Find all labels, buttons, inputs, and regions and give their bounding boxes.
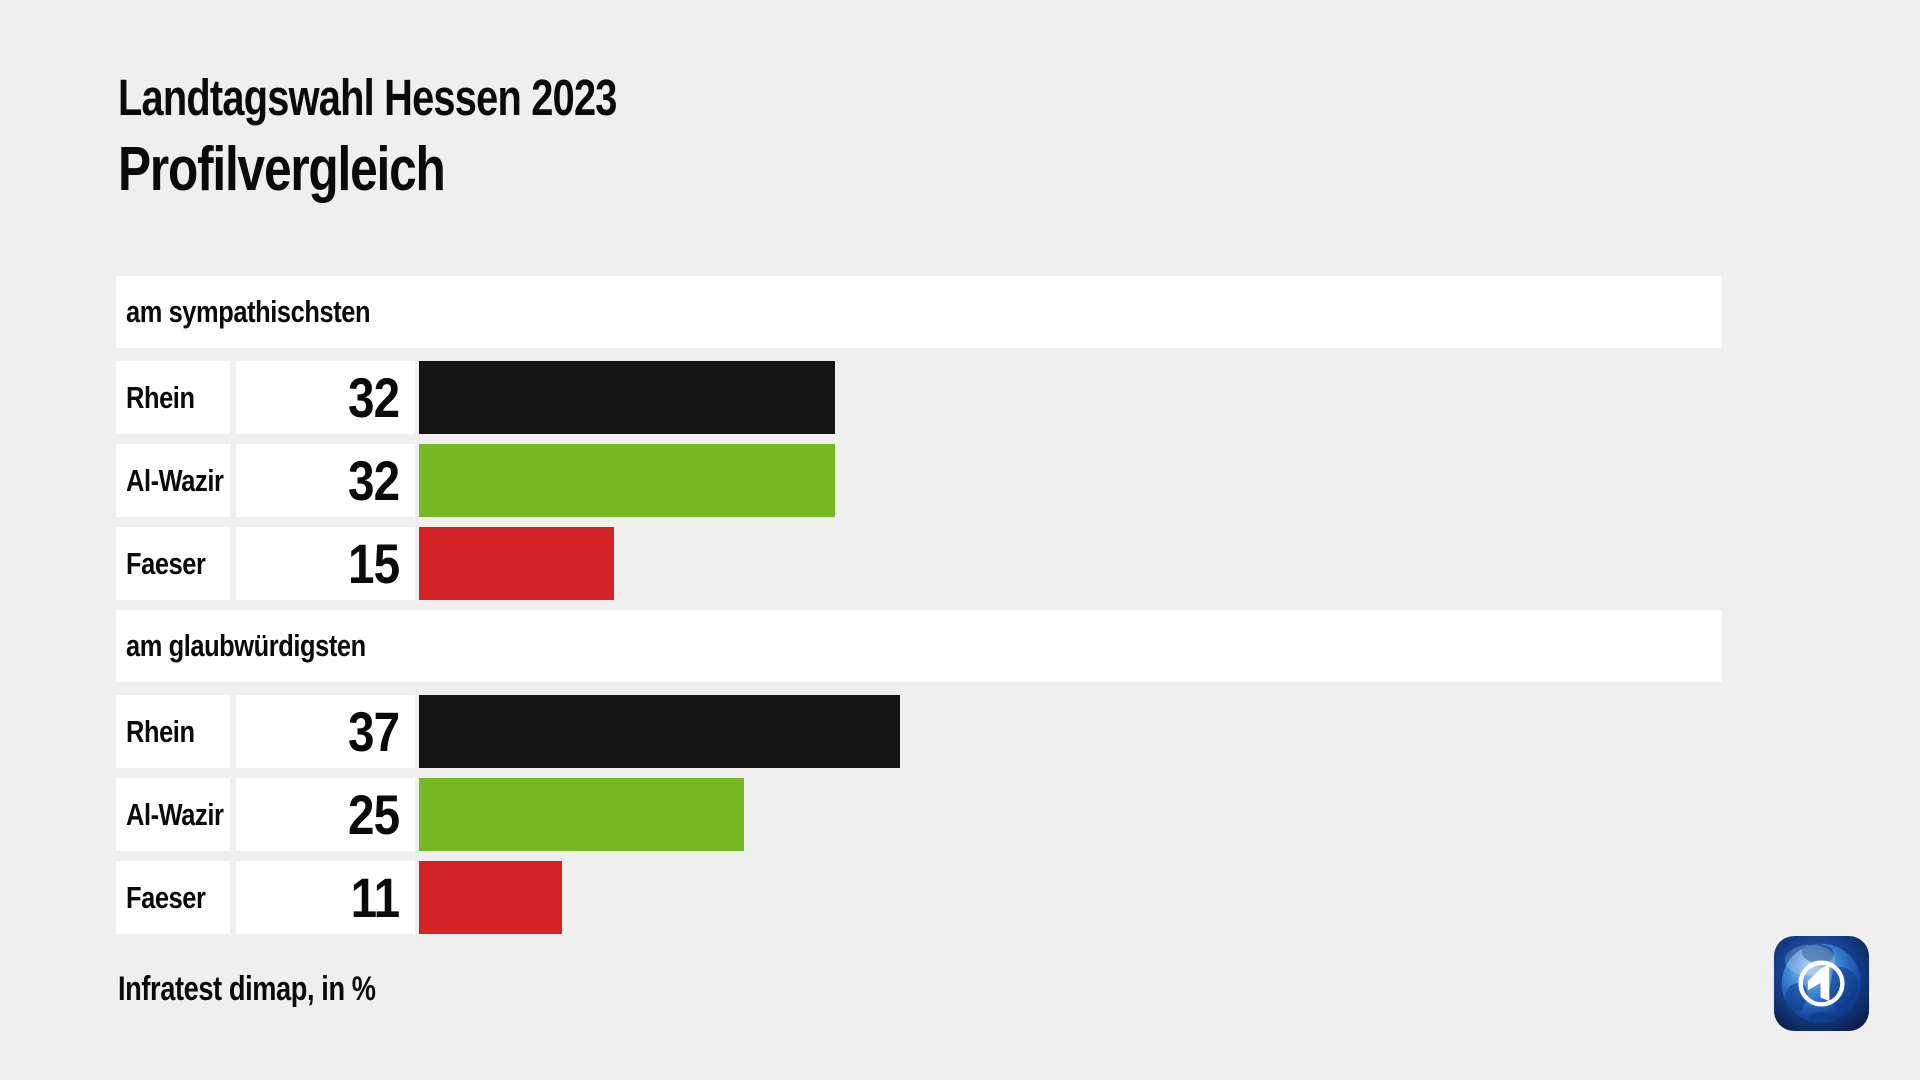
candidate-label-cell: Faeser <box>116 861 230 934</box>
candidate-label-cell: Rhein <box>116 695 230 768</box>
data-bar <box>419 861 562 934</box>
bar-row-alwazir-1: Al-Wazir 32 <box>116 444 1722 517</box>
candidate-value: 32 <box>347 449 400 512</box>
value-cell: 15 <box>236 527 415 600</box>
bar-row-rhein-1: Rhein 32 <box>116 361 1722 434</box>
ard-globe-logo <box>1773 935 1870 1032</box>
section-header-glaubwuerdigsten: am glaubwürdigsten <box>116 610 1722 682</box>
continent-shape <box>1801 943 1834 964</box>
candidate-value: 15 <box>347 532 400 595</box>
candidate-name: Rhein <box>126 713 195 749</box>
bar-row-faeser-1: Faeser 15 <box>116 527 1722 600</box>
continent-shape <box>1809 1012 1837 1024</box>
data-bar <box>419 778 744 851</box>
chart-subtitle: Landtagswahl Hessen 2023 <box>118 69 617 126</box>
logo-numeral-stem <box>1820 964 1830 1001</box>
data-bar <box>419 444 835 517</box>
value-cell: 25 <box>236 778 415 851</box>
candidate-name: Faeser <box>126 545 206 581</box>
source-note: Infratest dimap, in % <box>118 970 376 1008</box>
section-header-sympathischsten: am sympathischsten <box>116 276 1722 348</box>
bar-row-rhein-2: Rhein 37 <box>116 695 1722 768</box>
candidate-value: 37 <box>347 700 400 763</box>
profile-comparison-chart: am sympathischsten Rhein 32 Al-Wazir 32 … <box>116 276 1722 944</box>
candidate-label-cell: Al-Wazir <box>116 444 230 517</box>
section-label: am glaubwürdigsten <box>126 628 366 663</box>
candidate-label-cell: Faeser <box>116 527 230 600</box>
candidate-name: Rhein <box>126 379 195 415</box>
candidate-label-cell: Al-Wazir <box>116 778 230 851</box>
candidate-value: 32 <box>347 366 400 429</box>
value-cell: 11 <box>236 861 415 934</box>
data-bar <box>419 527 614 600</box>
data-bar <box>419 695 900 768</box>
candidate-value: 25 <box>347 783 400 846</box>
candidate-name: Al-Wazir <box>126 796 224 832</box>
candidate-value: 11 <box>350 866 399 929</box>
logo-ring <box>1798 960 1845 1007</box>
candidate-label-cell: Rhein <box>116 361 230 434</box>
logo-numeral-flag <box>1807 968 1821 991</box>
bar-row-alwazir-2: Al-Wazir 25 <box>116 778 1722 851</box>
value-cell: 32 <box>236 444 415 517</box>
data-bar <box>419 361 835 434</box>
candidate-name: Al-Wazir <box>126 462 224 498</box>
candidate-name: Faeser <box>126 879 206 915</box>
section-label: am sympathischsten <box>126 294 371 329</box>
value-cell: 32 <box>236 361 415 434</box>
value-cell: 37 <box>236 695 415 768</box>
bar-row-faeser-2: Faeser 11 <box>116 861 1722 934</box>
page-title: Profilvergleich <box>118 135 446 204</box>
